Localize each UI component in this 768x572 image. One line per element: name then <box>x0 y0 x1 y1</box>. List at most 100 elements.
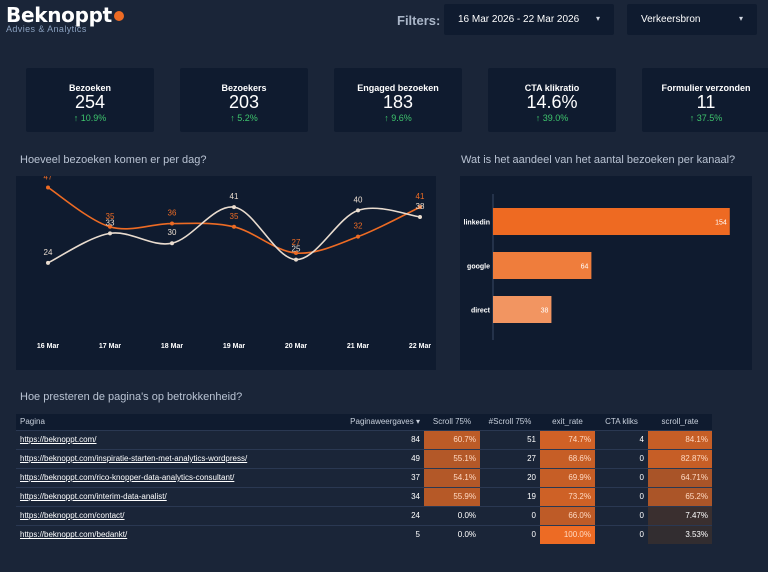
x-tick-label: 17 Mar <box>99 343 121 350</box>
bar <box>493 252 592 279</box>
filters-label: Filters: <box>397 13 441 28</box>
table-row: https://beknoppt.com/inspiratie-starten-… <box>16 448 712 468</box>
y-tick-label: google <box>467 264 490 271</box>
data-point <box>294 251 298 256</box>
page-link[interactable]: https://beknoppt.com/contact/ <box>20 511 125 520</box>
table-row: https://beknoppt.com/rico-knopper-data-a… <box>16 467 712 487</box>
table-row: https://beknoppt.com/contact/24 0.0% 0 66.0… <box>16 505 712 525</box>
scroll-rate-cell: 82.87% <box>648 448 712 468</box>
col-scroll75[interactable]: Scroll 75% <box>424 414 480 430</box>
data-point <box>418 214 422 219</box>
table-row: https://beknoppt.com/84 60.7% 51 74.7% 4 84.1… <box>16 429 712 449</box>
exit-rate-cell: 74.7% <box>540 429 595 449</box>
page-link[interactable]: https://beknoppt.com/bedankt/ <box>20 530 128 540</box>
y-tick-label: linkedin <box>464 220 490 227</box>
date-range-dropdown[interactable]: 16 Mar 2026 - 22 Mar 2026 ▾ <box>444 4 614 35</box>
data-point <box>356 208 360 213</box>
scroll75-cell: 55.9% <box>424 486 480 506</box>
data-point <box>170 221 174 226</box>
cta-cell: 0 <box>595 505 648 525</box>
col-cta-kliks[interactable]: CTA kliks <box>595 414 648 430</box>
pages-table: Pagina Paginaweergaves ▾ Scroll 75% #Scr… <box>16 414 712 544</box>
line-chart: 47 35 36 35 27 32 41 24 33 30 41 25 40 38 16 Mar 17 Mar… <box>37 172 431 350</box>
n-scroll75-cell: 51 <box>480 429 540 449</box>
data-label: 41 <box>230 192 239 201</box>
page-link[interactable]: https://beknoppt.com/ <box>20 435 97 444</box>
exit-rate-cell: 66.0% <box>540 505 595 525</box>
kpi-card-engaged: Engaged bezoeken 183 ↑ 9.6% <box>334 68 462 132</box>
page-cell[interactable]: https://beknoppt.com/ <box>16 429 311 449</box>
brand-tagline: Advies & Analytics <box>6 24 87 34</box>
data-label: 27 <box>292 238 301 247</box>
x-tick-label: 22 Mar <box>409 343 431 350</box>
bar-value-label: 154 <box>715 220 727 227</box>
views-cell: 84 <box>311 429 424 449</box>
x-tick-label: 19 Mar <box>223 343 245 350</box>
data-point <box>108 224 112 229</box>
data-label: 36 <box>168 209 177 218</box>
n-scroll75-cell: 19 <box>480 486 540 506</box>
data-label: 30 <box>168 228 177 237</box>
x-tick-label: 18 Mar <box>161 343 183 350</box>
bar-chart-panel: linkedin 154 google 64 direct 38 <box>460 176 752 370</box>
page-link[interactable]: https://beknoppt.com/interim-data-analis… <box>20 492 167 501</box>
page-cell[interactable]: https://beknoppt.com/contact/ <box>16 505 311 525</box>
exit-rate-cell: 100.0% <box>540 524 595 544</box>
kpi-label: Formulier verzonden <box>661 83 751 93</box>
bar <box>493 296 552 323</box>
page-link[interactable]: https://beknoppt.com/rico-knopper-data-a… <box>20 473 235 482</box>
data-point <box>108 231 112 236</box>
page-cell[interactable]: https://beknoppt.com/interim-data-analis… <box>16 486 311 506</box>
exit-rate-cell: 68.6% <box>540 448 595 468</box>
x-tick-label: 21 Mar <box>347 343 369 350</box>
table-header-row: Pagina Paginaweergaves ▾ Scroll 75% #Scr… <box>16 414 712 430</box>
x-tick-label: 16 Mar <box>37 343 59 350</box>
kpi-label: Bezoeken <box>68 83 112 93</box>
cta-cell: 0 <box>595 448 648 468</box>
page-cell[interactable]: https://beknoppt.com/inspiratie-starten-… <box>16 448 311 468</box>
col-exit-rate[interactable]: exit_rate <box>540 414 595 430</box>
data-point <box>46 260 50 265</box>
data-point <box>294 257 298 262</box>
page-cell[interactable]: https://beknoppt.com/bedankt/ <box>16 524 311 544</box>
data-point <box>232 205 236 210</box>
exit-rate-cell: 73.2% <box>540 486 595 506</box>
exit-rate-cell: 69.9% <box>540 467 595 487</box>
cta-cell: 0 <box>595 486 648 506</box>
data-label: 41 <box>416 192 425 201</box>
scroll-rate-cell: 64.71% <box>648 467 712 487</box>
views-cell: 49 <box>311 448 424 468</box>
data-label: 25 <box>292 245 301 254</box>
kpi-label: Engaged bezoeken <box>357 83 439 93</box>
cta-cell: 0 <box>595 524 648 544</box>
cta-cell: 4 <box>595 429 648 449</box>
chevron-down-icon: ▾ <box>595 14 600 23</box>
views-cell: 5 <box>311 524 424 544</box>
page-link[interactable]: https://beknoppt.com/inspiratie-starten-… <box>20 454 248 463</box>
data-label: 47 <box>44 176 53 181</box>
col-n-scroll75[interactable]: #Scroll 75% <box>480 414 540 430</box>
col-paginaweergaves[interactable]: Paginaweergaves ▾ <box>311 414 424 430</box>
kpi-card-bezoeken: Bezoeken 254 ↑ 10.9% <box>26 68 154 132</box>
brand-name: Beknoppt <box>6 3 112 27</box>
col-pagina[interactable]: Pagina <box>16 414 311 430</box>
data-point <box>418 205 422 210</box>
kpi-card-forms: Formulier verzonden 11 ↑ 37.5% <box>642 68 768 132</box>
scroll-rate-cell: 3.53% <box>648 524 712 544</box>
bar-chart-title: Wat is het aandeel van het aantal bezoek… <box>461 154 736 166</box>
kpi-change: ↑ 10.9% <box>73 113 107 123</box>
scroll75-cell: 0.0% <box>424 505 480 525</box>
kpi-label: Bezoekers <box>221 83 267 93</box>
views-cell: 24 <box>311 505 424 525</box>
traffic-source-dropdown[interactable]: Verkeersbron ▾ <box>627 4 757 35</box>
page-cell[interactable]: https://beknoppt.com/rico-knopper-data-a… <box>16 467 311 487</box>
table-row: https://beknoppt.com/interim-data-analis… <box>16 486 712 506</box>
kpi-value: 254 <box>74 92 106 112</box>
scroll-rate-cell: 65.2% <box>648 486 712 506</box>
n-scroll75-cell: 0 <box>480 524 540 544</box>
line-chart-title: Hoeveel bezoeken komen er per dag? <box>20 154 207 166</box>
col-scroll-rate[interactable]: scroll_rate <box>648 414 712 430</box>
data-point <box>232 224 236 229</box>
scroll75-cell: 60.7% <box>424 429 480 449</box>
scroll-rate-cell: 84.1% <box>648 429 712 449</box>
